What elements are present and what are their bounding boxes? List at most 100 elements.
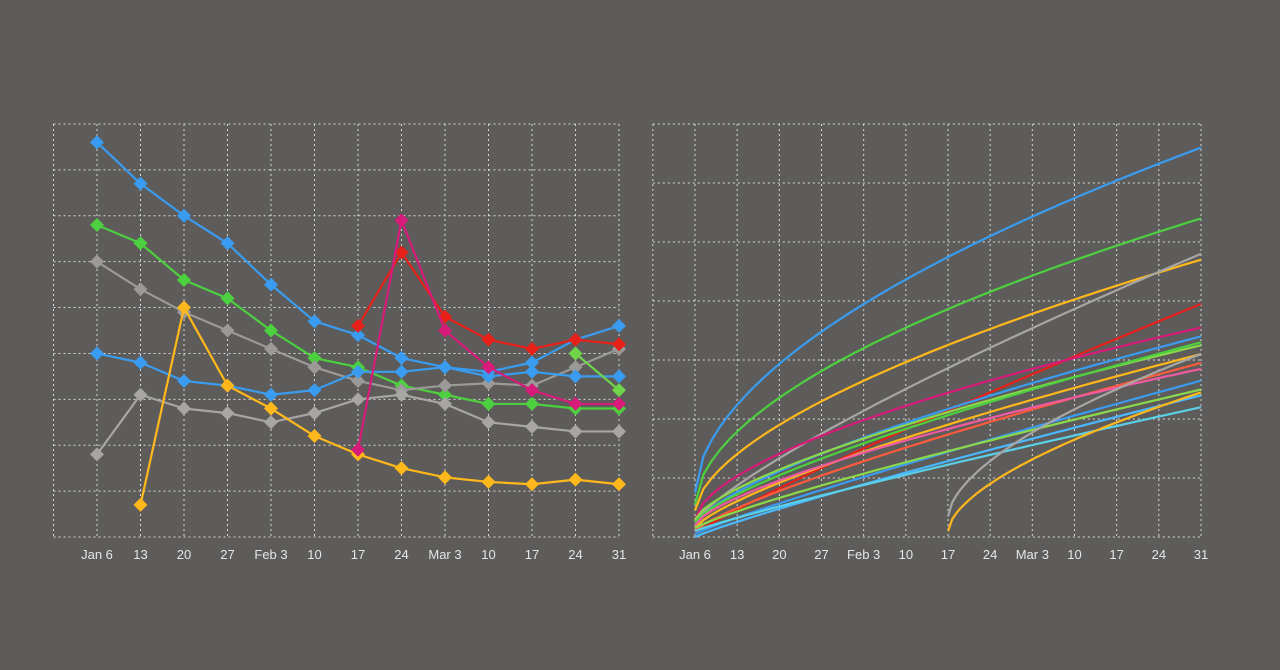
left-data-point [177,273,191,288]
left-data-point [438,378,452,393]
left-x-tick-label: 31 [612,547,626,562]
left-x-tick-label: 24 [568,547,582,562]
left-x-tick-label: 10 [307,547,321,562]
right-series-line-15 [694,406,1202,533]
left-data-point [612,477,626,492]
left-data-point [351,318,365,333]
left-data-point [90,217,104,232]
left-data-point [568,396,583,411]
left-data-point [481,474,496,489]
left-data-point [307,406,322,421]
right-series-line-8 [694,353,1202,529]
left-data-point [568,346,583,361]
left-series-7 [351,213,626,457]
left-x-axis: Jan 6 13 20 27 Feb 3 10 17 24 Mar 3 10 17 24 31 [81,547,626,562]
right-series-line-11 [694,367,1202,526]
left-series-line [574,352,620,391]
left-data-point [177,208,191,223]
left-data-point [264,401,278,416]
left-data-point [133,282,148,297]
left-data-point [133,176,148,191]
left-data-point [307,351,322,366]
left-data-point [438,387,452,402]
left-data-point [481,415,496,430]
left-data-point [612,337,626,352]
right-series-line-4 [694,302,1202,535]
left-data-point [351,364,365,379]
left-data-point [307,360,322,375]
left-data-point [394,364,409,379]
left-x-tick-label: Jan 6 [81,547,113,562]
left-data-point [307,314,322,329]
left-series-6 [351,245,626,356]
left-data-point [307,429,322,444]
right-series-line-14 [694,394,1202,539]
left-data-point [612,383,626,398]
left-series-8 [568,346,626,398]
right-x-tick-label: 24 [983,547,997,562]
left-data-point [525,355,539,370]
left-x-tick-label: 27 [220,547,234,562]
left-data-point [220,236,235,251]
left-data-point [525,341,539,356]
left-series-0 [90,135,626,379]
left-data-point [568,332,583,347]
right-x-tick-label: 31 [1194,547,1208,562]
left-data-point [525,396,539,411]
left-data-point [351,392,365,407]
left-x-tick-label: Mar 3 [428,547,461,562]
left-data-point [307,383,322,398]
left-data-point [438,323,452,338]
left-data-point [568,472,583,487]
left-series-4 [90,387,626,462]
left-x-tick-label: 20 [177,547,191,562]
left-data-point [264,341,278,356]
left-x-tick-label: 24 [394,547,408,562]
left-data-point [264,415,278,430]
left-data-point [525,477,539,492]
right-x-tick-label: 27 [814,547,828,562]
left-data-point [568,360,583,375]
left-data-point [220,378,235,393]
right-x-axis: Jan 6 13 20 27 Feb 3 10 17 24 Mar 3 10 17 24 31 [679,547,1208,562]
right-series-line-16 [946,391,1202,532]
left-series-5 [133,300,626,512]
left-data-point [90,346,104,361]
right-x-tick-label: 10 [1067,547,1081,562]
left-data-point [133,497,148,512]
left-data-point [133,355,148,370]
left-x-tick-label: 13 [133,547,147,562]
right-x-tick-label: 10 [899,547,913,562]
right-grid [652,123,1202,538]
left-data-point [481,369,496,384]
left-data-point [220,323,235,338]
left-data-point [568,369,583,384]
left-data-point [612,424,626,439]
left-data-point [438,470,452,485]
right-x-tick-label: 24 [1152,547,1166,562]
left-data-point [133,236,148,251]
left-data-point [264,323,278,338]
left-x-tick-label: 17 [525,547,539,562]
left-data-point [90,254,104,269]
left-series-line [139,306,620,506]
left-data-point [525,419,539,434]
right-x-tick-label: 17 [941,547,955,562]
left-data-point [525,383,539,398]
left-data-point [525,364,539,379]
left-data-point [612,369,626,384]
left-data-point [351,373,365,388]
right-series-line-17 [946,353,1202,517]
left-data-point [438,360,452,375]
right-series-line-13 [694,388,1202,530]
right-series-line-3 [694,252,1202,523]
left-x-tick-label: Feb 3 [254,547,287,562]
left-data-point [264,387,278,402]
left-data-point [220,291,235,306]
left-data-point [220,406,235,421]
left-data-point [438,396,452,411]
left-data-point [612,318,626,333]
left-series-3 [90,346,626,402]
left-x-tick-label: 17 [351,547,365,562]
